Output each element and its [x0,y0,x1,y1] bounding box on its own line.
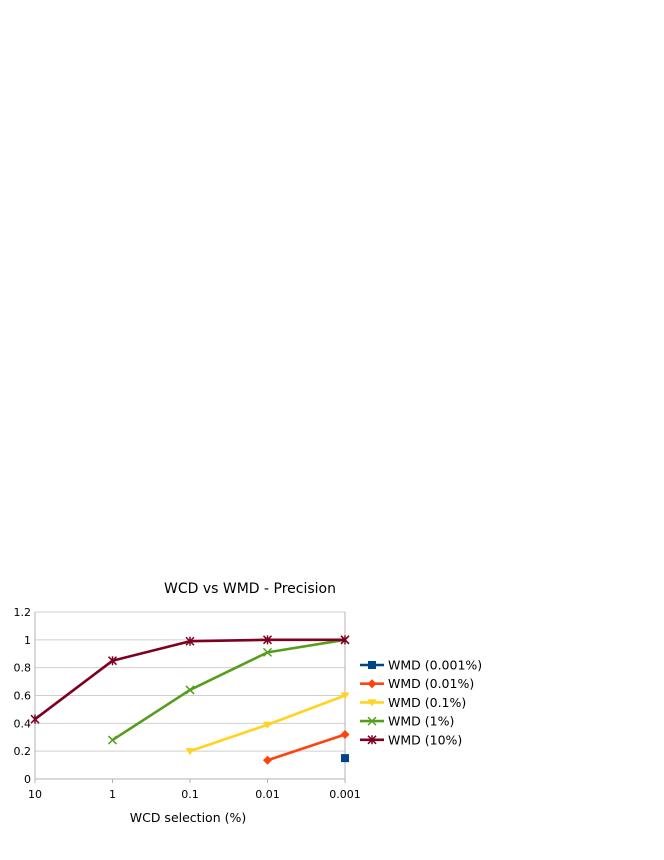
y-tick-label: 0.6 [14,690,32,703]
x-tick-label: 10 [28,788,42,801]
legend: WMD (0.001%) WMD (0.01%) WMD (0.1%) WMD (1%… [360,658,482,747]
series-1 [263,729,350,765]
data-point [107,735,118,745]
x-tick-label: 0.01 [255,788,280,801]
legend-marker [367,699,377,707]
legend-label: WMD (0.1%) [388,695,466,710]
y-tick-label: 0.8 [14,662,32,675]
legend-item: WMD (10%) [360,732,462,747]
legend-label: WMD (10%) [388,732,462,747]
x-axis-label: WCD selection (%) [130,810,246,825]
legend-marker [368,661,376,669]
plot-area: 0 0.2 0.4 0.6 0.8 1 1.2 10 1 0.1 0.01 0.001 [14,606,361,801]
series-0 [341,754,349,763]
y-tick-label: 0.4 [14,717,32,730]
legend-item: WMD (0.1%) [360,695,466,710]
legend-item: WMD (1%) [360,714,454,729]
series-2 [185,692,350,756]
x-tick-label: 1 [109,788,116,801]
data-point [185,685,195,695]
data-point [262,647,273,657]
y-tick-label: 0.2 [14,745,32,758]
data-point [263,755,272,765]
data-point [340,692,350,700]
data-point [185,748,195,756]
data-point [341,754,349,763]
legend-marker [367,735,377,745]
x-tick-label: 0.001 [329,788,361,801]
data-point [340,729,350,739]
legend-label: WMD (1%) [388,714,454,729]
chart-title: WCD vs WMD - Precision [164,581,336,597]
data-point [107,656,118,666]
series-line [34,638,345,721]
legend-marker [367,679,377,689]
legend-marker [367,716,377,726]
legend-item: WMD (0.01%) [360,676,474,691]
y-tick-label: 1.2 [14,606,32,619]
data-point [263,721,272,729]
series-line [111,638,346,742]
legend-label: WMD (0.01%) [388,676,474,691]
series-line [267,733,346,762]
data-point [262,635,273,645]
data-point [185,636,195,646]
data-point [30,714,40,724]
y-tick-label: 0 [24,773,31,786]
series-4 [30,635,350,724]
legend-item: WMD (0.001%) [360,658,482,673]
x-tick-label: 0.1 [181,788,199,801]
data-point [340,635,350,645]
legend-label: WMD (0.001%) [388,658,482,673]
y-tick-label: 1 [24,634,31,647]
